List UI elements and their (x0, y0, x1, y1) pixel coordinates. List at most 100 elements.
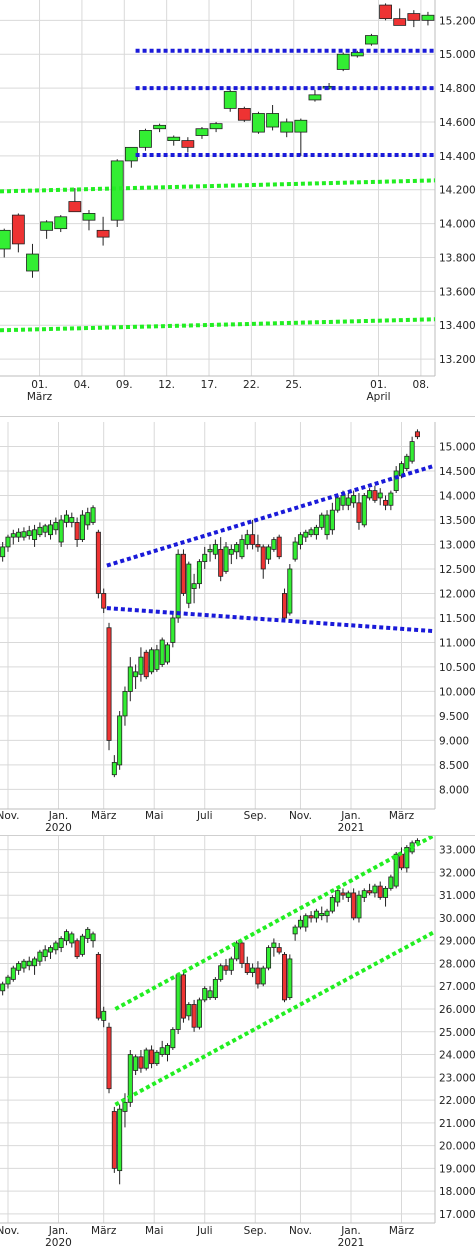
candle-body (82, 213, 96, 221)
candle-up (266, 544, 272, 565)
candle-body (48, 947, 54, 953)
x-tick-label: März (389, 810, 415, 822)
candle-down (393, 8, 407, 26)
x-tick-label: Sep. (244, 1225, 267, 1237)
candle-down (276, 534, 282, 560)
candle-up (313, 908, 319, 923)
candle-body (195, 128, 209, 136)
candle-body (143, 651, 149, 678)
candle-up (303, 529, 309, 543)
candle-body (404, 455, 410, 469)
candle-body (139, 130, 152, 148)
x-tick-label: Jan. (48, 810, 69, 822)
candle-body (266, 546, 272, 560)
candle-body (329, 509, 335, 531)
x-tick-label: 01. (370, 379, 387, 391)
candle-body (16, 531, 22, 538)
candle-body (95, 531, 101, 594)
candle-body (154, 1051, 160, 1065)
candle-up (133, 664, 139, 689)
candle-body (196, 999, 202, 1028)
candle-up (280, 118, 294, 138)
candle-body (138, 1056, 144, 1069)
candle-body (117, 1108, 123, 1172)
candle-up (154, 644, 160, 672)
candle-body (287, 568, 293, 614)
candle-body (345, 497, 351, 506)
candle-up (21, 958, 27, 973)
candle-up (138, 647, 144, 682)
candle-body (239, 539, 245, 558)
candle-down (101, 588, 107, 614)
candle-body (218, 965, 224, 980)
candle-body (122, 691, 128, 717)
candle-up (212, 977, 218, 1000)
candle-up (16, 528, 22, 543)
candle-up (48, 519, 54, 540)
candle-body (212, 979, 218, 999)
candle-body (124, 146, 138, 162)
candle-up (294, 118, 308, 156)
candle-body (228, 548, 234, 555)
candle-body (393, 470, 399, 491)
y-tick-label: 28.000 (439, 958, 475, 970)
candle-up (361, 493, 367, 528)
y-tick-label: 26.000 (439, 1004, 475, 1016)
candle-body (170, 617, 176, 643)
candle-body (63, 514, 69, 523)
candle-body (106, 627, 112, 741)
candle-body (165, 644, 171, 663)
candle-body (383, 887, 389, 898)
y-tick-label: 14.200 (439, 185, 475, 197)
x-tick-label: März (91, 810, 117, 822)
candle-up (143, 1047, 149, 1071)
candle-body (303, 531, 309, 538)
x-tick-label: Juli (196, 810, 213, 822)
candle-up (196, 997, 202, 1030)
x-tick-label: 12. (158, 379, 175, 391)
candle-up (365, 33, 378, 46)
candle-body (212, 544, 218, 555)
candle-body (303, 915, 309, 928)
chart-panel-2: 8.000 8.500 9.000 9.500 10.000 10.500 11.000 11… (0, 422, 475, 834)
candle-body (324, 514, 330, 536)
candle-body (365, 35, 378, 45)
candle-down (239, 940, 245, 969)
y-tick-label: 14.500 (439, 466, 475, 478)
y-tick-label: 31.000 (439, 890, 475, 902)
candle-body (228, 958, 234, 971)
candle-down (218, 537, 224, 582)
candle-body (5, 536, 11, 548)
candle-up (319, 512, 325, 530)
candle-up (5, 534, 11, 552)
candle-up (133, 1054, 139, 1076)
candle-body (372, 885, 378, 894)
candle-up (42, 945, 48, 962)
candle-body (101, 593, 107, 609)
candle-body (377, 885, 383, 898)
candle-up (297, 915, 303, 930)
candle-body (292, 541, 298, 560)
candle-up (149, 647, 155, 675)
candle-body (255, 544, 261, 548)
candle-body (167, 136, 181, 141)
candle-body (398, 853, 404, 869)
candle-body (244, 534, 250, 545)
candle-body (32, 529, 38, 540)
candle-body (340, 495, 346, 506)
candle-up (58, 936, 64, 953)
candles (0, 838, 420, 1185)
candle-body (372, 490, 378, 501)
candle-body (175, 553, 181, 619)
candle-body (250, 967, 256, 973)
candle-down (377, 881, 383, 900)
y-tick-label: 33.000 (439, 845, 475, 857)
y-tick-label: 24.000 (439, 1050, 475, 1062)
candle-down (407, 10, 421, 28)
x-tick-label: Sep. (244, 810, 267, 822)
y-tick-label: 18.000 (439, 1186, 475, 1198)
candle-down (138, 1049, 144, 1073)
candle-up (266, 945, 272, 971)
candle-down (106, 1022, 112, 1094)
candle-up (388, 490, 394, 511)
